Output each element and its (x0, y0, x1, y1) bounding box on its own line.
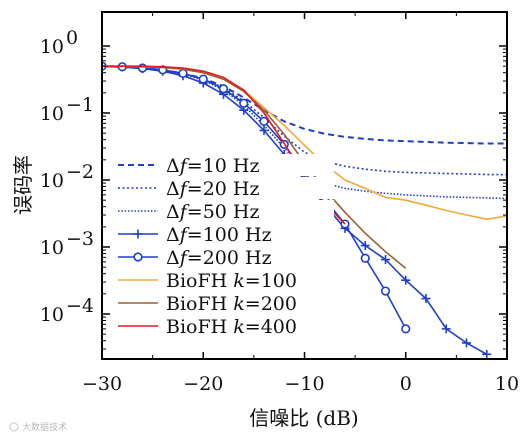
data-point (380, 286, 391, 296)
legend-item: BioFH k=200 (114, 292, 334, 315)
legend-label-rest: =10 Hz (187, 155, 260, 177)
series-line (102, 65, 407, 330)
legend-item-background (114, 315, 334, 337)
legend-item: Δf=100 Hz (114, 223, 334, 246)
x-tick-label: −30 (82, 373, 122, 395)
x-axis-title: 信噪比 (dB) (249, 406, 358, 430)
legend-label-italic: f (178, 178, 190, 200)
y-tick-label: 10 (40, 237, 64, 259)
legend-item-background (114, 200, 334, 222)
legend-item-background (114, 154, 334, 176)
legend-label-rest: =100 (245, 270, 297, 292)
data-point (218, 84, 229, 94)
data-point (401, 324, 411, 334)
legend-label-greek: Δ (166, 155, 180, 177)
legend-item-background (114, 269, 334, 291)
y-tick-label: 10 (40, 36, 64, 58)
y-tick-exponent: −2 (66, 161, 94, 183)
data-point (441, 324, 451, 334)
data-point (381, 255, 390, 265)
legend-label-greek: Δ (166, 178, 180, 200)
legend-item: BioFH k=400 (114, 315, 334, 338)
data-point (482, 349, 492, 359)
legend-label: BioFH k=200 (166, 293, 297, 315)
legend-label-rest: =100 Hz (187, 224, 272, 246)
legend-item-background (114, 223, 334, 245)
legend-label-rest: =200 Hz (187, 247, 272, 269)
legend-label-italic: f (178, 155, 190, 177)
series-line (102, 65, 507, 145)
legend-label: BioFH k=400 (166, 316, 297, 338)
legend-label-italic: f (178, 247, 190, 269)
y-tick-exponent: 0 (66, 27, 78, 49)
legend-label-rest: =50 Hz (187, 201, 260, 223)
legend-item-background (114, 246, 334, 268)
legend-item: Δf=10 Hz (114, 154, 334, 177)
legend-label-italic: k (233, 293, 245, 315)
legend-label-greek: Δ (166, 224, 180, 246)
legend-item: BioFH k=100 (114, 269, 334, 292)
data-point (178, 68, 188, 78)
y-axis-title: 误码率 (11, 155, 35, 215)
watermark-text: 大数据技术 (22, 421, 67, 433)
data-point (401, 275, 411, 285)
legend-label-italic: k (233, 270, 245, 292)
legend-label: Δf=20 Hz (166, 178, 260, 200)
data-point (239, 98, 249, 108)
y-tick-exponent: −3 (66, 228, 94, 250)
legend-label: Δf=200 Hz (166, 247, 272, 269)
legend-label-italic: f (178, 201, 190, 223)
legend-marker-plus (133, 229, 143, 239)
legend-label-plain: BioFH (166, 270, 233, 292)
data-point (259, 125, 269, 135)
legend-label-plain: BioFH (166, 316, 233, 338)
y-tick-exponent: −4 (66, 295, 94, 317)
legend-label-plain: BioFH (166, 293, 233, 315)
y-tick-label: 10 (40, 103, 64, 125)
legend-label: Δf=50 Hz (166, 201, 260, 223)
series-1 (102, 65, 507, 145)
x-tick-label: 10 (495, 373, 519, 395)
legend-item: Δf=20 Hz (114, 177, 334, 200)
legend-label-greek: Δ (166, 247, 180, 269)
legend-item-background (114, 292, 334, 314)
data-point (421, 294, 431, 304)
legend-label-italic: f (178, 224, 190, 246)
legend-label: Δf=100 Hz (166, 224, 272, 246)
legend-label-greek: Δ (166, 201, 180, 223)
data-point (198, 74, 208, 84)
legend-label: BioFH k=100 (166, 270, 297, 292)
legend-marker-circle (133, 252, 143, 262)
watermark: 大数据技术 (9, 421, 67, 433)
legend-item: Δf=50 Hz (114, 200, 334, 223)
data-point (462, 338, 471, 348)
legend-label-rest: =200 (245, 293, 297, 315)
y-tick-exponent: −1 (66, 94, 94, 116)
watermark-logo-icon (9, 422, 19, 432)
legend-label-rest: =20 Hz (187, 178, 260, 200)
legend-item-background (114, 177, 334, 199)
legend-label-rest: =400 (245, 316, 297, 338)
data-point (259, 116, 269, 126)
legend-label-italic: k (233, 316, 245, 338)
legend-item: Δf=200 Hz (114, 246, 334, 269)
x-tick-label: 0 (400, 373, 412, 395)
data-point (360, 241, 370, 251)
y-tick-label: 10 (40, 304, 64, 326)
x-tick-label: −10 (284, 373, 324, 395)
y-tick-label: 10 (40, 170, 64, 192)
legend-label: Δf=10 Hz (166, 155, 260, 177)
data-point (360, 253, 370, 263)
data-point (137, 63, 148, 73)
x-tick-label: −20 (183, 373, 223, 395)
